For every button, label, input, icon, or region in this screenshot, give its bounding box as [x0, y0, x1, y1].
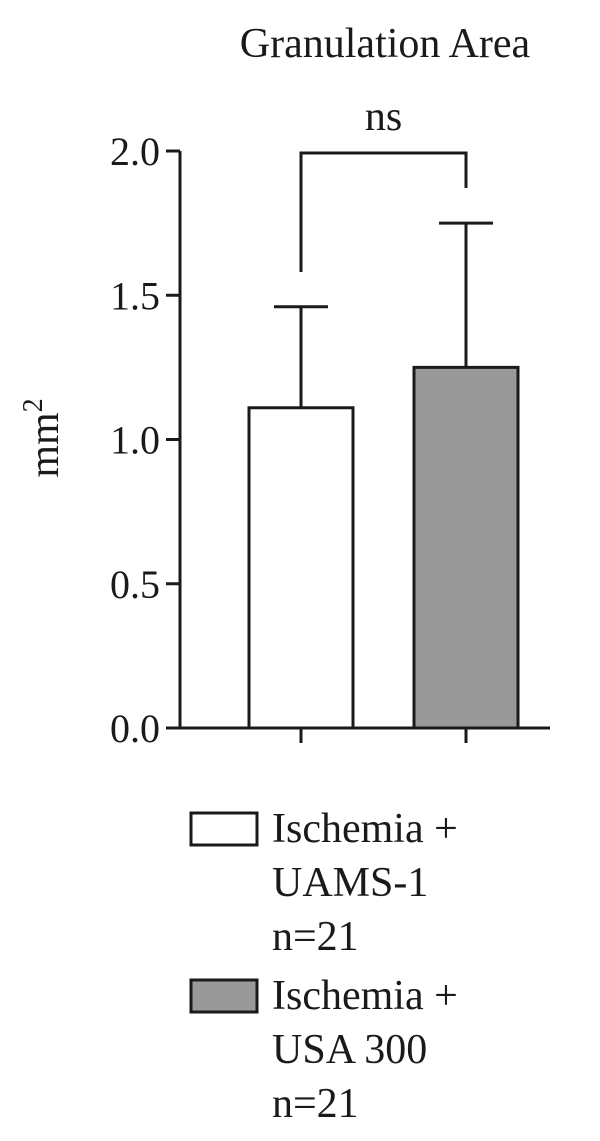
legend-label: UAMS-1 [272, 860, 428, 906]
y-tick-label: 1.0 [110, 418, 160, 463]
x-axis [180, 726, 550, 743]
significance-label: ns [365, 94, 402, 140]
legend-swatch [189, 811, 259, 847]
legend-item: Ischemia + UAMS-1 n=21 [189, 806, 458, 960]
bracket-line [299, 151, 468, 272]
y-tick-label: 1.5 [110, 273, 160, 318]
legend-label: n=21 [272, 1081, 359, 1127]
y-axis-label: mm2 [18, 398, 68, 477]
legend-label: USA 300 [272, 1027, 427, 1073]
y-tick-label: 0.0 [110, 706, 160, 751]
bar [412, 365, 520, 730]
legend-swatch [189, 978, 259, 1014]
legend-label: Ischemia + [272, 806, 458, 852]
y-axis: 0.0 0.5 1.0 1.5 2.0 [110, 129, 182, 751]
legend: Ischemia + UAMS-1 n=21 Ischemia + USA 300 n=2… [189, 806, 458, 1127]
legend-item: Ischemia + USA 300 n=21 [189, 973, 458, 1127]
legend-label: n=21 [272, 914, 359, 960]
significance-bracket: ns [299, 94, 468, 272]
legend-label: Ischemia + [272, 973, 458, 1019]
chart-title: Granulation Area [240, 21, 531, 67]
bar [247, 406, 355, 730]
y-axis-label-superscript: 2 [18, 398, 49, 412]
y-tick-label: 2.0 [110, 129, 160, 174]
y-tick-label: 0.5 [110, 562, 160, 607]
bars [247, 221, 520, 730]
